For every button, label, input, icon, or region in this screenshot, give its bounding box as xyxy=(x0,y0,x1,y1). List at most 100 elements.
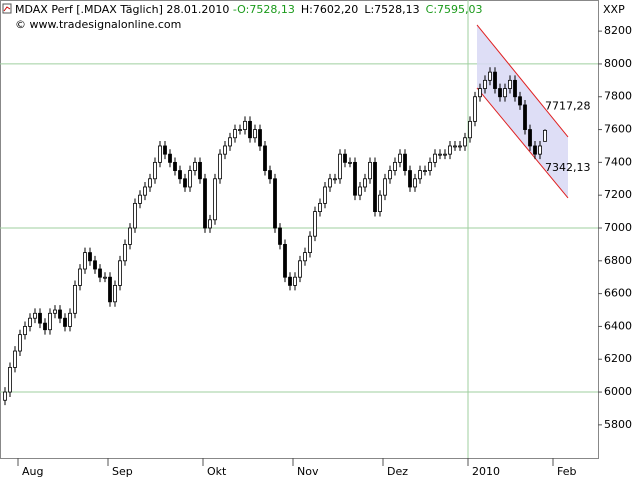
candle-body xyxy=(268,170,272,180)
candle-body xyxy=(288,276,292,286)
candle-body xyxy=(438,153,442,156)
candle-body xyxy=(298,260,302,278)
candle-body xyxy=(473,96,477,122)
ohlc-header: -O:7528,13 H:7602,20 L:7528,13 C:7595,03 xyxy=(233,3,483,16)
candle-body xyxy=(448,145,452,155)
candle-body xyxy=(433,153,437,163)
candle-body xyxy=(513,79,517,98)
candle-body xyxy=(58,309,62,319)
x-tick-label: Sep xyxy=(112,465,133,478)
candle-body xyxy=(173,161,177,171)
candle-body xyxy=(108,276,112,303)
candle-body xyxy=(468,120,472,139)
candle-body xyxy=(118,260,122,286)
candle-body xyxy=(328,178,332,188)
x-tick-label: Aug xyxy=(22,465,43,478)
channel-fill xyxy=(477,24,568,198)
candle-body xyxy=(83,252,87,270)
candle-body xyxy=(358,186,362,196)
candle-body xyxy=(453,145,457,148)
candle-body xyxy=(363,178,367,188)
candle-body xyxy=(403,153,407,171)
candle-body xyxy=(493,71,497,89)
y-tick-label: 7200 xyxy=(604,188,632,201)
candle-body xyxy=(498,88,502,98)
ohlc-value: -O:7528,13 xyxy=(233,3,295,16)
candle-body xyxy=(53,309,57,314)
candle-body xyxy=(428,161,432,171)
candle-body xyxy=(293,276,297,286)
x-tick-label: 2010 xyxy=(472,465,500,478)
ohlc-value: C:7595,03 xyxy=(426,3,483,16)
candle-body xyxy=(523,104,527,130)
candle-body xyxy=(348,161,352,164)
candle-body xyxy=(208,219,212,229)
y-tick-label: 7800 xyxy=(604,90,632,103)
candle-body xyxy=(43,322,47,331)
candle-body xyxy=(113,285,117,303)
x-tick-label: Dez xyxy=(387,465,408,478)
candle-body xyxy=(73,285,77,314)
candle-body xyxy=(28,317,32,327)
date: 28.01.2010 xyxy=(166,3,229,16)
header: MDAX Perf [.MDAX Täglich] 28.01.2010 -O:… xyxy=(15,3,483,16)
channel-line xyxy=(476,24,569,138)
y-tick-label: 8200 xyxy=(604,24,632,37)
y-tick-label: 5800 xyxy=(604,418,632,431)
candle-body xyxy=(483,79,487,89)
candle-body xyxy=(303,252,307,262)
candle-body xyxy=(168,153,172,163)
candle-body xyxy=(353,161,357,196)
candle-body xyxy=(123,243,127,262)
chart-title: MDAX Perf [.MDAX Täglich] xyxy=(15,3,163,16)
candle-body xyxy=(238,129,242,131)
y-tick-label: 7600 xyxy=(604,123,632,136)
candle-body xyxy=(443,153,447,156)
candle-body xyxy=(138,194,142,204)
y-tick-label: 6400 xyxy=(604,319,632,332)
candle-body xyxy=(103,276,107,279)
y-tick-label: 6200 xyxy=(604,352,632,365)
candle-body xyxy=(33,312,37,319)
candle-body xyxy=(178,170,182,180)
candle-body xyxy=(398,153,402,163)
candle-body xyxy=(158,145,162,163)
y-tick-label: 6600 xyxy=(604,287,632,300)
x-tick-label: Nov xyxy=(297,465,319,478)
y-tick-label: 6000 xyxy=(604,385,632,398)
candle-body xyxy=(223,145,227,155)
candle-body xyxy=(543,129,547,142)
candle-body xyxy=(318,202,322,212)
candle-body xyxy=(98,268,102,278)
ohlc-value: H:7602,20 xyxy=(301,3,358,16)
candle-body xyxy=(78,268,82,286)
candle-body xyxy=(233,129,237,139)
channel-label: 7342,13 xyxy=(545,161,591,174)
candle-body xyxy=(8,367,12,393)
candle-body xyxy=(213,178,217,221)
candle-body xyxy=(88,252,92,262)
candle-body xyxy=(128,227,132,245)
candle-body xyxy=(153,161,157,180)
x-tick-label: Okt xyxy=(207,465,227,478)
candle-body xyxy=(393,161,397,171)
candle-body xyxy=(93,260,97,270)
ohlc-value: L:7528,13 xyxy=(364,3,419,16)
candle-body xyxy=(203,178,207,229)
x-tick-label: Feb xyxy=(557,465,576,478)
candle-body xyxy=(13,350,17,368)
candle-body xyxy=(323,186,327,204)
candle-body xyxy=(228,137,232,147)
candle-body xyxy=(3,391,7,401)
y-tick-label: 7400 xyxy=(604,155,632,168)
candle-body xyxy=(278,227,282,245)
candle-body xyxy=(133,202,137,229)
candle-body xyxy=(528,129,532,147)
candle-body xyxy=(188,170,192,188)
y-tick-label: 7000 xyxy=(604,221,632,234)
candle-body xyxy=(458,145,462,148)
candle-body xyxy=(508,79,512,89)
candle-body xyxy=(273,178,277,229)
candle-body xyxy=(48,312,52,331)
